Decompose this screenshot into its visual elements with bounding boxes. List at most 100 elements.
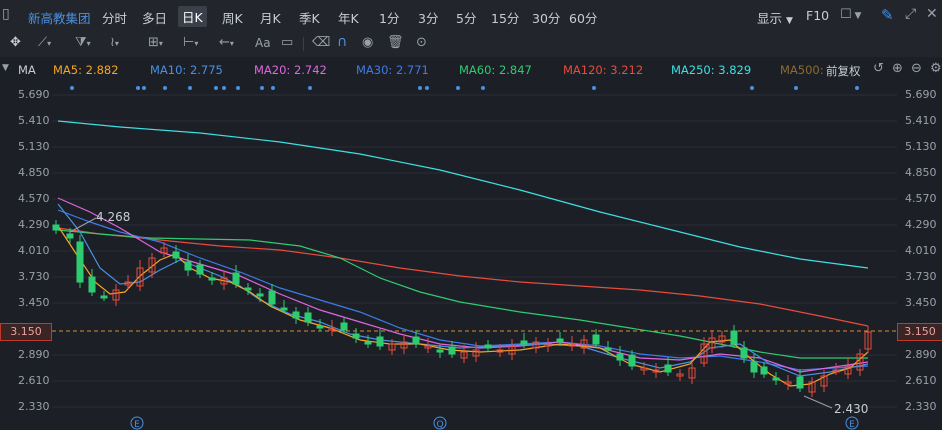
tab-daily-k[interactable]: 日K — [178, 6, 207, 27]
event-marker-label: Q — [436, 420, 443, 430]
zoom-out-icon[interactable]: ⊖ — [911, 61, 922, 76]
candle-body — [864, 331, 872, 350]
candle-body — [256, 293, 264, 297]
candle-body — [148, 257, 156, 273]
event-dots — [70, 86, 859, 90]
ma-label[interactable]: MA — [18, 63, 36, 77]
candle-body — [460, 351, 468, 359]
candle-body — [244, 287, 252, 291]
display-menu[interactable]: 显示 ▼ — [757, 8, 793, 27]
tab-60min[interactable]: 60分 — [569, 11, 598, 26]
candle-body — [424, 345, 432, 349]
measure-tool-icon[interactable]: ⊢▾ — [183, 35, 199, 50]
candle-body — [328, 327, 336, 331]
tab-quarterly-k[interactable]: 季K — [299, 11, 320, 26]
zoom-in-icon[interactable]: ⊕ — [892, 61, 903, 76]
event-marker-e1[interactable]: E — [130, 416, 144, 430]
sidebar-toggle-icon[interactable]: ▯ — [2, 6, 10, 22]
event-dot — [214, 86, 218, 90]
candle-body — [616, 353, 624, 361]
candle-body — [796, 376, 804, 389]
y-tick-right: 4.570 — [905, 192, 937, 205]
adjust-mode[interactable]: 前复权 — [826, 64, 861, 78]
trash-icon[interactable]: 🗑 — [387, 35, 404, 50]
toggle-icon[interactable]: ⊙ — [416, 35, 427, 50]
y-tick-left: 5.690 — [18, 88, 50, 101]
chevron-down-icon: ▼ — [786, 16, 793, 26]
line-tool-icon[interactable]: ⟋▾ — [38, 35, 52, 50]
candle-body — [400, 341, 408, 349]
event-dot — [70, 86, 74, 90]
event-dot — [163, 86, 167, 90]
candle-body — [772, 377, 780, 381]
event-dot — [136, 86, 140, 90]
wave-tool-icon[interactable]: ≀▾ — [110, 35, 119, 50]
y-tick-left: 5.410 — [18, 114, 50, 127]
grid-lines — [52, 94, 897, 408]
tab-multi-day[interactable]: 多日 — [142, 11, 168, 26]
tab-weekly-k[interactable]: 周K — [222, 11, 243, 26]
candle-body — [628, 354, 636, 367]
tab-intraday[interactable]: 分时 — [102, 11, 128, 26]
crosshair-icon[interactable]: ✥ — [10, 35, 21, 50]
f10-button[interactable]: F10 — [806, 8, 830, 23]
eye-icon[interactable]: ◉ — [362, 35, 374, 50]
event-dot — [188, 86, 192, 90]
candle-body — [472, 349, 480, 357]
ma250-value: MA250: 3.829 — [671, 63, 752, 77]
candle-body — [52, 224, 60, 231]
y-tick-right: 5.130 — [905, 140, 937, 153]
candles-group — [52, 220, 872, 397]
fibonacci-tool-icon[interactable]: ⊞▾ — [148, 35, 163, 50]
candle-body — [88, 276, 96, 293]
stock-name[interactable]: 新高教集团 — [28, 11, 91, 26]
close-icon[interactable]: ✕ — [926, 6, 938, 22]
tab-15min[interactable]: 15分 — [491, 11, 520, 26]
pen-icon[interactable]: ✎ — [881, 6, 894, 24]
magnet-icon[interactable]: ∩ — [337, 34, 348, 50]
candle-body — [856, 353, 864, 371]
candle-body — [784, 381, 792, 385]
comment-icon[interactable]: ▭ — [281, 35, 294, 50]
arrow-tool-icon[interactable]: ←▾ — [219, 35, 234, 50]
y-tick-right: 3.450 — [905, 296, 937, 309]
candle-body — [100, 295, 108, 299]
ma10-value: MA10: 2.775 — [150, 63, 223, 77]
polyline-tool-icon[interactable]: ⧩▾ — [75, 35, 91, 50]
collapse-icon[interactable]: ▼ — [2, 63, 9, 73]
candle-body — [136, 267, 144, 287]
ma120-line — [57, 227, 869, 327]
y-tick-right: 2.330 — [905, 400, 937, 413]
tab-monthly-k[interactable]: 月K — [260, 11, 281, 26]
candle-body — [718, 335, 726, 343]
tab-yearly-k[interactable]: 年K — [338, 11, 359, 26]
tab-3min[interactable]: 3分 — [418, 11, 439, 26]
candle-body — [808, 381, 816, 393]
ma30-value: MA30: 2.771 — [356, 63, 429, 77]
candlestick-chart[interactable]: 4.268 2.430 E Q E — [0, 82, 942, 430]
candle-body — [544, 343, 552, 347]
y-tick-right: 3.730 — [905, 270, 937, 283]
chart-style-menu[interactable]: ☐ ▼ — [840, 7, 861, 22]
tab-1min[interactable]: 1分 — [379, 11, 400, 26]
eraser-icon[interactable]: ⌫ — [312, 35, 331, 50]
current-price-tag-right: 3.150 — [897, 323, 942, 341]
candle-body — [436, 349, 444, 353]
candle-body — [568, 343, 576, 347]
event-dot — [456, 86, 460, 90]
event-dot — [592, 86, 596, 90]
reset-icon[interactable]: ↺ — [873, 61, 884, 76]
tab-30min[interactable]: 30分 — [532, 11, 561, 26]
event-marker-e2[interactable]: E — [845, 416, 859, 430]
settings-icon[interactable]: ⚙ — [930, 61, 942, 76]
fullscreen-icon[interactable]: ⤢ — [905, 6, 917, 22]
tab-5min[interactable]: 5分 — [456, 11, 477, 26]
y-tick-left: 5.130 — [18, 140, 50, 153]
event-marker-q[interactable]: Q — [433, 416, 447, 430]
candle-body — [316, 325, 324, 329]
text-tool-button[interactable]: Aa — [255, 36, 271, 50]
low-label: 2.430 — [834, 402, 868, 416]
event-dot — [425, 86, 429, 90]
candle-body — [664, 364, 672, 373]
candle-body — [388, 343, 396, 351]
